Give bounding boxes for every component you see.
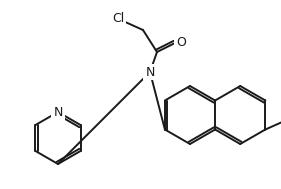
Text: Cl: Cl	[112, 12, 124, 25]
Text: N: N	[53, 105, 63, 119]
Text: O: O	[176, 36, 186, 50]
Text: N: N	[145, 66, 155, 78]
